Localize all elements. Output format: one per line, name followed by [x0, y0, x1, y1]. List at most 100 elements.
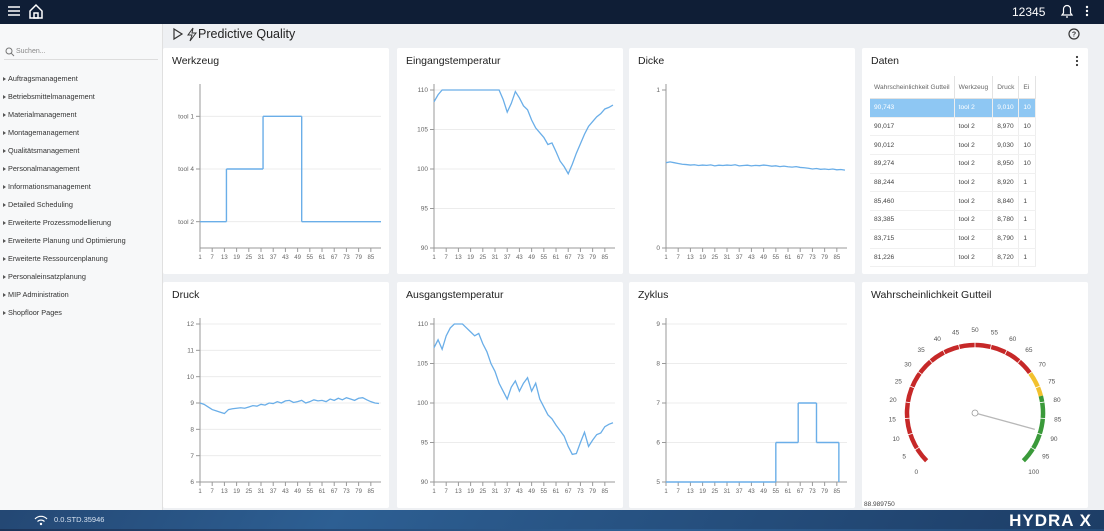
needle-hub — [972, 410, 978, 416]
gauge-tick-label: 85 — [1054, 417, 1062, 424]
x-tick-label: 85 — [833, 255, 840, 261]
x-tick-label: 85 — [601, 489, 608, 495]
gauge-tick-label: 60 — [1009, 336, 1017, 343]
column-header: Wahrscheinlichkeit Gutteil — [870, 76, 954, 99]
x-tick-label: 25 — [479, 255, 486, 261]
gauge-band — [907, 345, 1030, 461]
table-cell: 8,720 — [993, 248, 1019, 267]
table-cell: tool 2 — [954, 229, 993, 248]
gauge-tick-label: 35 — [917, 347, 925, 354]
y-tick-label: 110 — [418, 87, 429, 94]
table-cell: tool 2 — [954, 173, 993, 192]
gauge-tick-label: 50 — [971, 327, 979, 334]
x-tick-label: 55 — [772, 255, 779, 261]
gauge-tick-label: 90 — [1050, 436, 1058, 443]
table-cell: 8,780 — [993, 211, 1019, 230]
menu-item[interactable]: MIP Administration — [0, 286, 126, 304]
x-tick-label: 13 — [687, 255, 694, 261]
x-tick-label: 85 — [367, 255, 374, 261]
panel-menu[interactable] — [1072, 54, 1082, 68]
x-tick-label: 49 — [760, 255, 767, 261]
x-tick-label: 37 — [270, 489, 277, 495]
x-tick-label: 49 — [294, 489, 301, 495]
y-tick-label: 90 — [421, 245, 429, 252]
x-tick-label: 25 — [711, 489, 718, 495]
y-tick-label: 11 — [187, 348, 194, 355]
x-tick-label: 67 — [565, 255, 572, 261]
x-tick-label: 37 — [736, 255, 743, 261]
x-tick-label: 25 — [711, 255, 718, 261]
x-tick-label: 61 — [785, 489, 792, 495]
top-icons[interactable] — [1058, 0, 1098, 24]
menu-item[interactable]: Personalmanagement — [0, 160, 126, 178]
y-tick-label: tool 1 — [178, 114, 194, 121]
menu-item[interactable]: Qualitätsmanagement — [0, 142, 126, 160]
x-tick-label: 67 — [565, 489, 572, 495]
table-cell: 10 — [1019, 136, 1035, 155]
x-tick-label: 25 — [479, 489, 486, 495]
table-cell: 8,790 — [993, 229, 1019, 248]
panel-title: Daten — [871, 55, 899, 67]
y-tick-label: 8 — [190, 427, 194, 434]
x-tick-label: 79 — [589, 255, 596, 261]
search-box[interactable]: Suchen... — [4, 44, 158, 60]
y-tick-label: 100 — [417, 166, 428, 173]
x-tick-label: 55 — [306, 255, 313, 261]
x-tick-label: 61 — [319, 489, 326, 495]
gauge-tick-label: 65 — [1025, 347, 1033, 354]
x-tick-label: 31 — [258, 489, 265, 495]
header-icons[interactable]: ? — [0, 24, 1104, 48]
menu-item[interactable]: Erweiterte Prozessmodellierung — [0, 214, 126, 232]
x-tick-label: 61 — [785, 255, 792, 261]
menu-item[interactable]: Montagemanagement — [0, 124, 126, 142]
table-cell: 1 — [1019, 192, 1035, 211]
table-cell: 8,920 — [993, 173, 1019, 192]
x-tick-label: 55 — [772, 489, 779, 495]
menu-item[interactable]: Materialmanagement — [0, 106, 126, 124]
x-tick-label: 7 — [211, 489, 215, 495]
menu-item[interactable]: Erweiterte Ressourcenplanung — [0, 250, 126, 268]
menu-item[interactable]: Betriebsmittelmanagement — [0, 88, 126, 106]
table-cell: 83,385 — [870, 211, 954, 230]
x-tick-label: 31 — [724, 489, 731, 495]
x-tick-label: 7 — [445, 255, 449, 261]
y-tick-label: 8 — [656, 361, 660, 368]
user-id[interactable]: 12345 — [1012, 5, 1045, 19]
x-tick-label: 1 — [432, 255, 436, 261]
x-tick-label: 49 — [294, 255, 301, 261]
x-tick-label: 37 — [736, 489, 743, 495]
nav-icons[interactable] — [4, 0, 64, 24]
x-tick-label: 1 — [198, 489, 202, 495]
menu-item[interactable]: Erweiterte Planung und Optimierung — [0, 232, 126, 250]
x-tick-label: 25 — [245, 255, 252, 261]
menu-item[interactable]: Shopfloor Pages — [0, 304, 126, 322]
column-header: Werkzeug — [954, 76, 993, 99]
menu-item[interactable]: Informationsmanagement — [0, 178, 126, 196]
gauge-tick-label: 5 — [902, 454, 906, 461]
menu-item[interactable]: Detailed Scheduling — [0, 196, 126, 214]
menu-item[interactable]: Auftragsmanagement — [0, 70, 126, 88]
x-tick-label: 43 — [282, 255, 289, 261]
table-cell: 85,460 — [870, 192, 954, 211]
table-cell: tool 2 — [954, 248, 993, 267]
x-tick-label: 19 — [467, 489, 474, 495]
y-tick-label: tool 2 — [178, 219, 194, 226]
gauge-needle — [975, 413, 1035, 429]
menu-item[interactable]: Personaleinsatzplanung — [0, 268, 126, 286]
